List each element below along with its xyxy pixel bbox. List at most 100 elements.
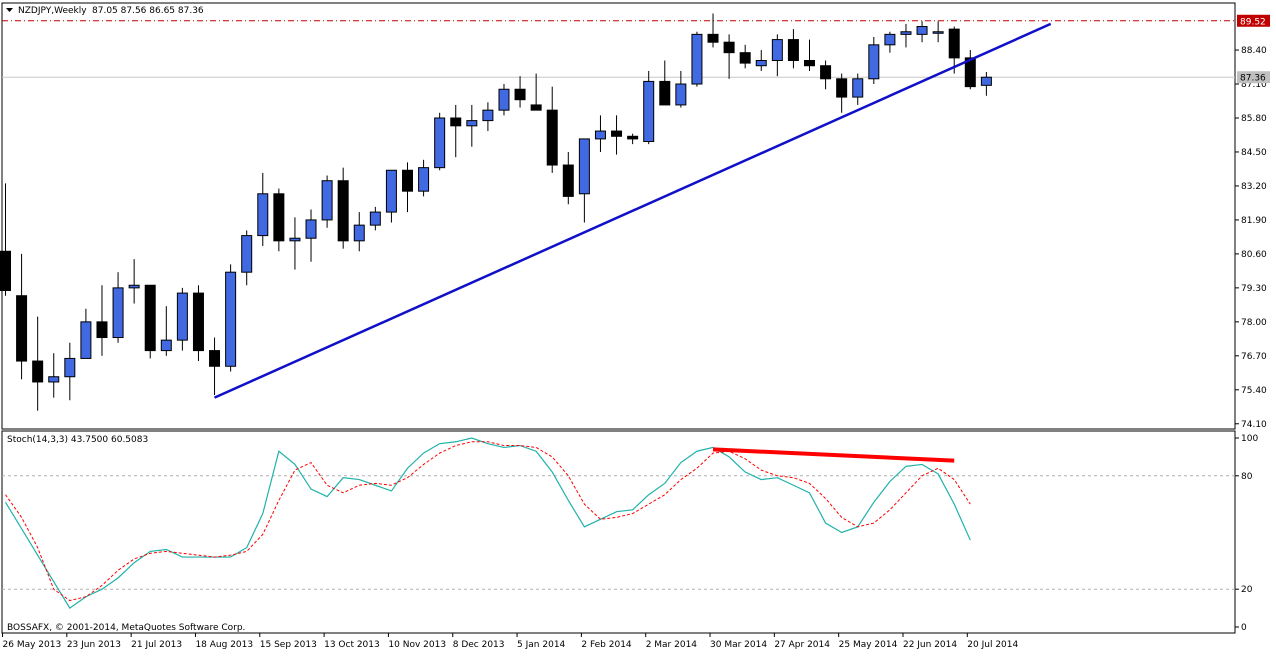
candle-body-bear (144, 284, 156, 352)
candle (691, 31, 703, 87)
stochastic-y-axis: 100 80 20 0 (1235, 434, 1258, 633)
candle (723, 34, 735, 79)
resistance-price-tag: 89.52 (1237, 14, 1270, 27)
candle-body-bull (852, 78, 864, 98)
candle-body-bull (916, 26, 928, 35)
candle (594, 115, 606, 152)
candle (643, 70, 655, 145)
candle-body-bull (353, 224, 365, 242)
candle (932, 21, 944, 43)
candle-body-bull (160, 339, 172, 352)
stochastic-pane-frame (1, 430, 1236, 634)
candle-body-bull (385, 169, 397, 213)
candle-body-bear (739, 52, 751, 64)
candle (627, 133, 639, 145)
price-y-tick-label: 87.10 (1241, 80, 1267, 90)
candle-body-bull (128, 284, 140, 289)
candle-body-bull (257, 193, 269, 237)
candle (32, 316, 44, 411)
resistance-tag-box (1237, 14, 1270, 27)
time-tick-label: 30 Mar 2014 (710, 640, 767, 650)
time-tick-label: 5 Jan 2014 (517, 640, 565, 650)
candle-body-bull (80, 321, 92, 359)
stoch-y-tick-label: 80 (1241, 472, 1253, 482)
candle (868, 36, 880, 85)
time-tick-label: 8 Dec 2013 (453, 640, 505, 650)
time-tick-label: 22 Jun 2014 (903, 640, 957, 650)
candle (353, 212, 365, 252)
candle (225, 264, 237, 372)
candle (112, 272, 124, 343)
candle-body-bull (498, 88, 510, 111)
current-tag-box (1237, 71, 1270, 84)
time-tick-label: 2 Feb 2014 (581, 640, 632, 650)
chart-ohlc-label: 87.05 87.56 86.65 87.36 (92, 6, 204, 16)
candle-body-bear (562, 164, 574, 197)
candle (739, 44, 751, 69)
candle-body-bear (209, 350, 221, 367)
candle (241, 230, 253, 286)
candle-body-bull (418, 167, 430, 192)
candle-body-bear (530, 104, 542, 111)
candle (321, 175, 333, 228)
candle-body-bull (900, 31, 912, 35)
candle-body-bear (611, 130, 623, 137)
candle (466, 104, 478, 147)
time-tick-label: 15 Sep 2013 (260, 640, 317, 650)
bearish-divergence-line (712, 447, 955, 463)
candle (659, 60, 671, 106)
time-tick-label: 27 Apr 2014 (774, 640, 830, 650)
candle-body-bear (337, 180, 349, 242)
candle-body-bull (884, 33, 896, 46)
watermark-text: BOSSAFX, © 2001-2014, MetaQuotes Softwar… (7, 623, 245, 633)
candle (755, 50, 767, 71)
candle-body-bear (0, 250, 11, 291)
candle-body-bull (321, 180, 333, 221)
candle-body-bear (96, 321, 108, 339)
candle (578, 138, 590, 223)
divergence-line (712, 447, 955, 463)
candle-body-bear (964, 57, 976, 88)
candle-body-bull (675, 83, 687, 106)
candle (787, 29, 799, 69)
price-pane: 88.40 87.10 85.80 84.50 83.20 81.90 80.60 79.30… (0, 2, 1270, 430)
stochastic-levels (2, 475, 1235, 590)
stoch-y-tick-label: 20 (1241, 585, 1253, 595)
stoch-y-tick-label: 100 (1241, 434, 1258, 444)
stochastic-lines (4, 437, 971, 609)
candle-body-bear (16, 295, 28, 362)
candle-body-bull (691, 33, 703, 85)
time-tick-label: 13 Oct 2013 (324, 640, 380, 650)
candle (402, 162, 413, 213)
candle-body-bear (948, 28, 960, 59)
price-y-tick-label: 74.10 (1241, 420, 1267, 430)
price-tags: 89.52 87.36 (1237, 14, 1270, 84)
candle-body-bull (578, 138, 590, 195)
candle-body-bull (64, 357, 76, 378)
candle (289, 217, 301, 270)
candle (562, 151, 574, 205)
candle-body-bear (659, 80, 671, 106)
candle-body-bull (980, 76, 992, 86)
stoch-signal-line (5, 441, 971, 602)
candle (884, 31, 896, 53)
chart-symbol-label: NZDJPY,Weekly (18, 6, 87, 16)
candle-body-bull (112, 287, 124, 339)
candle (192, 285, 204, 362)
support-trendline (214, 22, 1052, 399)
time-tick-label: 10 Nov 2013 (388, 640, 446, 650)
candle (80, 308, 92, 359)
candle (771, 34, 783, 77)
candle-body-bear (820, 65, 832, 80)
candle (160, 306, 172, 356)
candle (530, 73, 542, 111)
price-y-tick-label: 84.50 (1241, 148, 1267, 158)
candle (434, 112, 446, 171)
candle-body-bear (402, 169, 413, 192)
price-y-tick-label: 85.80 (1241, 114, 1267, 124)
candle (64, 342, 76, 401)
time-tick-label: 25 May 2014 (839, 640, 898, 650)
candle (257, 172, 269, 247)
trendline (214, 22, 1052, 399)
candle-body-bear (707, 33, 719, 43)
